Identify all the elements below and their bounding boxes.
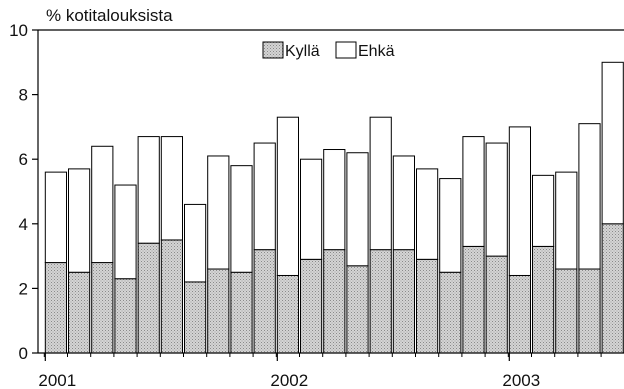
bar-ehka — [137, 136, 160, 244]
bar-kylla — [207, 268, 230, 354]
y-tick-label: 0 — [19, 344, 28, 363]
bar-kylla — [114, 278, 137, 354]
bar-ehka — [508, 126, 531, 276]
bar-kylla — [160, 239, 184, 354]
bar-ehka — [346, 152, 369, 267]
y-tick-label: 6 — [19, 150, 28, 169]
bar-ehka — [276, 116, 299, 276]
bar-ehka — [439, 178, 462, 273]
bar-ehka — [392, 155, 415, 251]
bar-ehka — [416, 168, 439, 260]
bar-kylla — [532, 245, 555, 354]
y-axis-label: % kotitalouksista — [46, 6, 173, 25]
bar-kylla — [230, 271, 253, 354]
bar-kylla — [253, 249, 276, 354]
bar-ehka — [253, 142, 276, 251]
y-tick-label: 8 — [19, 86, 28, 105]
bar-ehka — [114, 184, 137, 280]
bar-ehka — [230, 165, 253, 273]
bar-kylla — [346, 265, 369, 354]
y-tick-label: 10 — [9, 21, 28, 40]
legend-swatch-kylla — [262, 41, 284, 59]
bar-kylla — [416, 258, 439, 354]
bar-kylla — [578, 268, 601, 354]
bar-ehka — [160, 136, 184, 241]
bar-ehka — [207, 155, 230, 270]
y-tick-label: 2 — [19, 279, 28, 298]
bar-kylla — [555, 268, 578, 354]
bar-ehka — [578, 123, 601, 270]
y-tick-label: 4 — [19, 215, 28, 234]
bar-kylla — [485, 255, 508, 354]
x-tick-label: 2001 — [38, 371, 76, 389]
bar-ehka — [555, 171, 578, 270]
plot-area: 0 2 4 6 8 10 2001 2002 2003 — [9, 21, 624, 389]
bar-kylla — [508, 274, 531, 354]
bar-kylla — [137, 242, 160, 354]
legend-swatch-ehka — [335, 41, 357, 59]
legend: Kyllä Ehkä — [262, 41, 395, 60]
x-tick-label: 2002 — [270, 371, 308, 389]
x-tick-label: 2003 — [502, 371, 540, 389]
bar-ehka — [532, 174, 555, 247]
bar-ehka — [601, 61, 624, 225]
bar-ehka — [91, 145, 114, 264]
bar-ehka — [462, 136, 485, 247]
bar-ehka — [485, 142, 508, 257]
legend-label-ehka: Ehkä — [358, 43, 395, 60]
bar-kylla — [300, 258, 323, 354]
bar-ehka — [44, 171, 67, 264]
bar-kylla — [44, 262, 67, 354]
bar-kylla — [392, 249, 415, 354]
bar-ehka — [184, 203, 207, 283]
bar-kylla — [323, 249, 346, 354]
bar-ehka — [68, 168, 91, 273]
bar-ehka — [300, 158, 323, 260]
bar-kylla — [601, 223, 624, 354]
bar-kylla — [462, 245, 485, 354]
bar-ehka — [369, 116, 392, 251]
bar-kylla — [439, 271, 462, 354]
bar-kylla — [184, 281, 207, 354]
legend-label-kylla: Kyllä — [285, 43, 320, 60]
bar-kylla — [91, 262, 114, 354]
bar-kylla — [369, 249, 392, 354]
bar-kylla — [276, 274, 299, 354]
bar-ehka — [323, 149, 346, 251]
bar-kylla — [68, 271, 91, 354]
